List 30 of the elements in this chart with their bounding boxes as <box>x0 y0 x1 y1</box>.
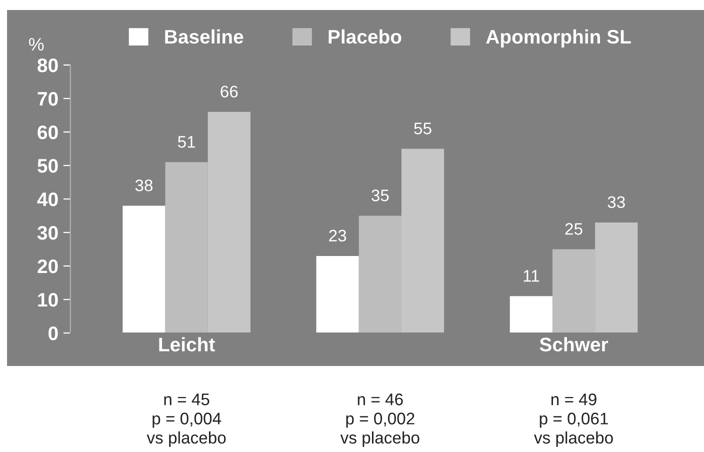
y-tick-label: 80 <box>38 58 58 72</box>
y-tick-label: 70 <box>38 92 58 106</box>
data-label: 35 <box>372 190 389 202</box>
x-tick-label: Schwer <box>540 337 608 352</box>
data-label: 55 <box>414 122 432 134</box>
y-tick-label: 20 <box>38 259 58 274</box>
bar <box>316 256 359 333</box>
data-label: 33 <box>608 196 625 208</box>
y-tick-label: 60 <box>38 125 58 140</box>
text: n = 45 p = 0,004 vs placebo <box>146 394 226 447</box>
y-tick-label: 10 <box>38 292 58 307</box>
data-label: 11 <box>524 270 540 282</box>
y-tick-label: 30 <box>37 226 58 240</box>
bar <box>122 206 166 333</box>
data-label: 51 <box>178 136 196 148</box>
y-tick-label: 0 <box>48 326 58 340</box>
data-label: 66 <box>220 86 238 98</box>
y-tick-label: 50 <box>38 158 58 173</box>
y-axis-title: % <box>28 38 44 51</box>
y-tick-label: 40 <box>37 192 58 206</box>
bar <box>510 296 552 333</box>
x-tick-label: Leicht <box>159 337 215 352</box>
data-label: 23 <box>329 230 346 242</box>
text: n = 46 p = 0,002 vs placebo <box>340 394 420 447</box>
data-label: 38 <box>135 179 153 192</box>
legend-label: Placebo <box>328 29 402 44</box>
legend-label: Baseline <box>165 29 244 44</box>
legend-label: Apomorphin SL <box>486 29 631 48</box>
data-label: 25 <box>565 223 582 235</box>
text: n = 49 p = 0,061 vs placebo <box>534 394 613 447</box>
